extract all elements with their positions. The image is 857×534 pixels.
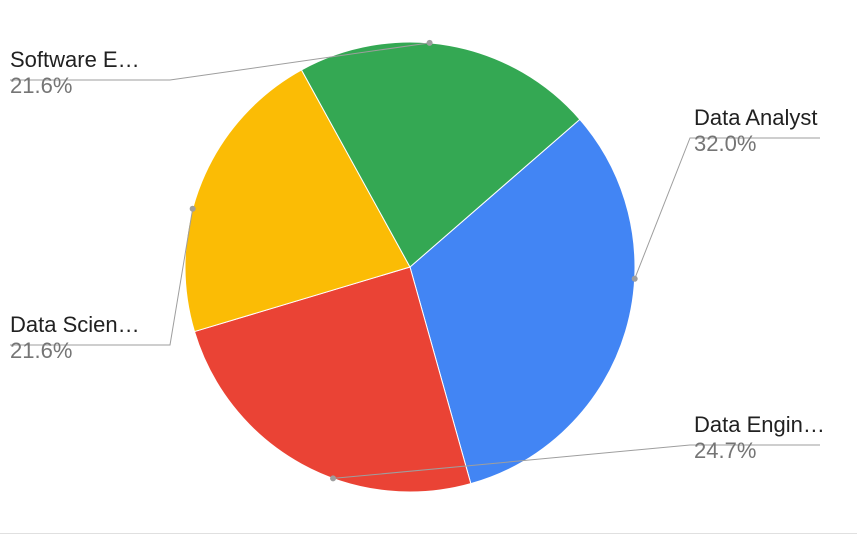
callout-leader-dot	[427, 40, 433, 46]
slice-callout-label: Software E…	[10, 47, 140, 73]
slice-callout: Data Engin…24.7%	[694, 412, 825, 465]
slice-callout-pct: 21.6%	[10, 338, 140, 364]
slice-callout-pct: 32.0%	[694, 131, 818, 157]
pie-chart: Data Analyst32.0% Data Engin…24.7% Data Sc…	[0, 0, 857, 534]
callout-leader-line	[635, 138, 820, 279]
slice-callout: Data Scien…21.6%	[10, 312, 140, 365]
callout-leader-dot	[330, 475, 336, 481]
slice-callout-label: Data Analyst	[694, 105, 818, 131]
slice-callout: Data Analyst32.0%	[694, 105, 818, 158]
callout-leader-dot	[190, 206, 196, 212]
slice-callout-label: Data Engin…	[694, 412, 825, 438]
slice-callout: Software E…21.6%	[10, 47, 140, 100]
slice-callout-pct: 24.7%	[694, 438, 825, 464]
slice-callout-pct: 21.6%	[10, 73, 140, 99]
callout-leader-dot	[632, 276, 638, 282]
slice-callout-label: Data Scien…	[10, 312, 140, 338]
